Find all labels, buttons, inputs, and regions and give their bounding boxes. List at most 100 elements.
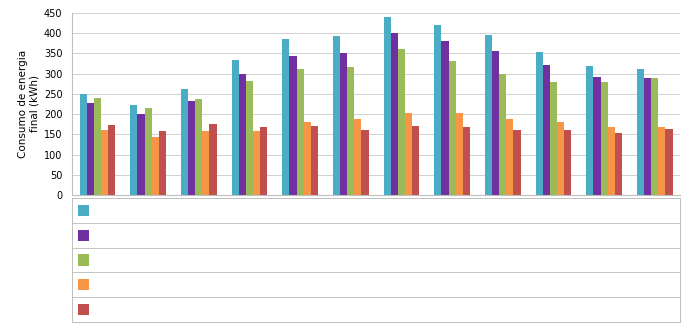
Bar [347, 67, 354, 195]
Bar [543, 65, 550, 195]
Text: 164,0: 164,0 [644, 305, 670, 314]
Bar [666, 129, 673, 195]
Bar [101, 130, 108, 195]
Text: 394,6: 394,6 [507, 206, 532, 215]
Bar [87, 103, 94, 195]
Bar [485, 35, 492, 195]
Bar [144, 108, 152, 195]
Text: 356,2: 356,2 [507, 231, 532, 240]
Text: 203,9: 203,9 [461, 280, 487, 289]
Text: 318,4: 318,4 [598, 206, 624, 215]
Text: 280,5: 280,5 [553, 255, 578, 265]
Bar [260, 127, 267, 195]
Text: 236,2: 236,2 [232, 255, 258, 265]
Text: 161,8: 161,8 [370, 305, 395, 314]
Bar [131, 105, 137, 195]
Text: Belém: Belém [87, 305, 118, 314]
Text: 223,2: 223,2 [187, 206, 212, 215]
Text: 154,3: 154,3 [598, 305, 624, 314]
Bar [600, 82, 608, 195]
Text: 240,8: 240,8 [141, 255, 166, 265]
Text: 311,1: 311,1 [324, 255, 350, 265]
Bar [463, 127, 470, 195]
Text: 170,2: 170,2 [324, 305, 350, 314]
Bar [658, 127, 666, 195]
Text: 332,8: 332,8 [278, 206, 304, 215]
Text: 231,5: 231,5 [232, 231, 258, 240]
Text: 380,3: 380,3 [461, 231, 487, 240]
Bar [513, 130, 521, 195]
Text: Brasília: Brasília [87, 255, 124, 265]
Text: 161,0: 161,0 [141, 280, 166, 289]
Text: 288,4: 288,4 [644, 231, 670, 240]
Bar [506, 119, 513, 195]
Bar [644, 78, 651, 195]
Text: 158,0: 158,0 [232, 280, 258, 289]
Bar [246, 81, 253, 195]
Bar [282, 39, 289, 195]
Bar [384, 17, 391, 195]
Bar [412, 125, 419, 195]
Bar [492, 51, 499, 195]
Bar [188, 101, 195, 195]
Bar [108, 125, 115, 195]
Text: 161,1: 161,1 [553, 305, 578, 314]
Bar [340, 53, 347, 195]
Bar [289, 56, 297, 195]
Bar [587, 66, 594, 195]
Bar [442, 41, 449, 195]
Bar [594, 77, 600, 195]
Text: 384,6: 384,6 [324, 206, 350, 215]
Bar [557, 122, 564, 195]
Bar [304, 123, 311, 195]
Bar [651, 78, 658, 195]
Text: 344,8: 344,8 [324, 231, 350, 240]
Bar [210, 124, 216, 195]
Bar [398, 49, 405, 195]
Text: 171,7: 171,7 [416, 305, 441, 314]
Bar [405, 113, 412, 195]
Bar [550, 82, 557, 195]
Bar [449, 61, 455, 195]
Text: 168,7: 168,7 [644, 280, 670, 289]
Bar [195, 99, 203, 195]
Text: 439,5: 439,5 [416, 206, 441, 215]
Bar [499, 74, 506, 195]
Bar [159, 131, 166, 195]
Text: Salvador: Salvador [87, 280, 130, 290]
Bar [608, 126, 615, 195]
Text: 299,7: 299,7 [278, 231, 304, 240]
Text: 161,8: 161,8 [507, 305, 532, 314]
Bar [137, 114, 144, 195]
Bar [80, 94, 87, 195]
Bar [203, 131, 210, 195]
Text: 282,0: 282,0 [278, 255, 304, 265]
Text: 158,8: 158,8 [278, 280, 304, 289]
Text: 299,9: 299,9 [507, 255, 532, 265]
Text: 144,1: 144,1 [186, 280, 212, 289]
Bar [536, 52, 543, 195]
Text: 331,4: 331,4 [461, 255, 487, 265]
Text: 173,3: 173,3 [141, 305, 166, 314]
Text: 159,3: 159,3 [186, 305, 212, 314]
Text: 167,2: 167,2 [461, 305, 487, 314]
Text: 320,5: 320,5 [553, 231, 578, 240]
Bar [354, 119, 361, 195]
Bar [564, 130, 571, 195]
Text: 292,5: 292,5 [598, 231, 624, 240]
Text: 174,8: 174,8 [232, 305, 258, 314]
Text: 227,0: 227,0 [141, 231, 166, 240]
Bar [361, 130, 368, 195]
Y-axis label: Consumo de energia
final (kWh): Consumo de energia final (kWh) [18, 50, 40, 158]
Text: 350,1: 350,1 [370, 231, 395, 240]
Text: 216,1: 216,1 [186, 255, 212, 265]
Text: 289,8: 289,8 [644, 255, 670, 265]
Bar [239, 74, 246, 195]
Bar [333, 36, 340, 195]
Text: 167,7: 167,7 [278, 305, 304, 314]
Text: 200,9: 200,9 [186, 231, 212, 240]
Text: 400,0: 400,0 [416, 231, 441, 240]
Text: 354,6: 354,6 [553, 206, 578, 215]
Bar [94, 98, 101, 195]
Text: 421,4: 421,4 [462, 206, 486, 215]
